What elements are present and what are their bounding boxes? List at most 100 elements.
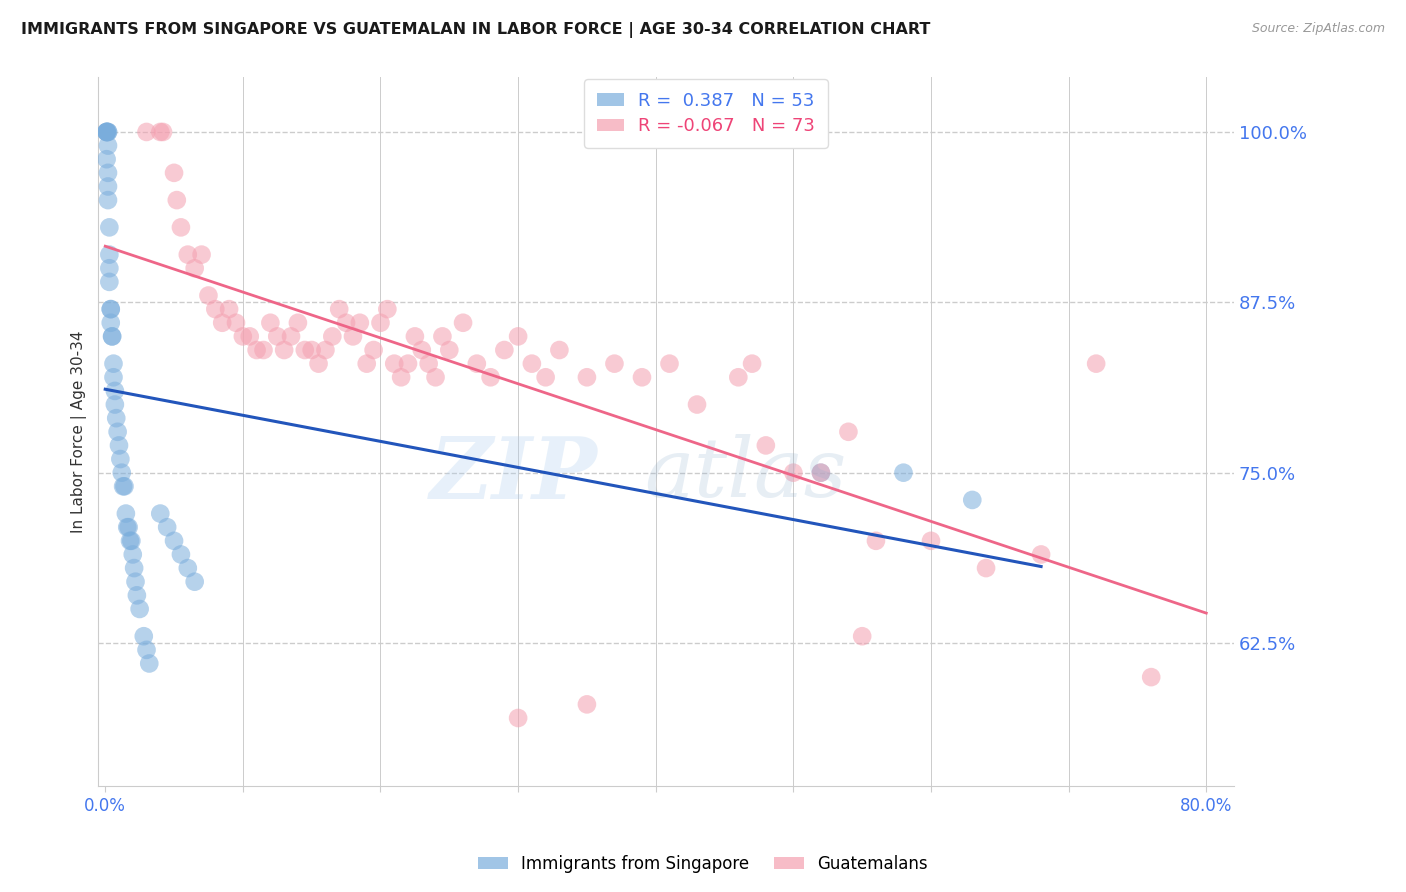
Point bbox=[548, 343, 571, 357]
Point bbox=[211, 316, 233, 330]
Point bbox=[782, 466, 804, 480]
Point bbox=[98, 247, 121, 261]
Point bbox=[135, 643, 157, 657]
Text: IMMIGRANTS FROM SINGAPORE VS GUATEMALAN IN LABOR FORCE | AGE 30-34 CORRELATION C: IMMIGRANTS FROM SINGAPORE VS GUATEMALAN … bbox=[21, 22, 931, 38]
Point bbox=[851, 629, 873, 643]
Point bbox=[204, 302, 226, 317]
Point bbox=[314, 343, 336, 357]
Point bbox=[97, 138, 120, 153]
Point bbox=[152, 125, 174, 139]
Point bbox=[280, 329, 302, 343]
Point bbox=[1140, 670, 1163, 684]
Point bbox=[183, 261, 205, 276]
Point bbox=[97, 193, 120, 207]
Point bbox=[520, 357, 543, 371]
Point bbox=[114, 479, 136, 493]
Point bbox=[149, 507, 172, 521]
Point bbox=[96, 125, 118, 139]
Point bbox=[741, 357, 763, 371]
Point bbox=[103, 370, 125, 384]
Point bbox=[1085, 357, 1108, 371]
Point bbox=[163, 166, 186, 180]
Point bbox=[115, 507, 138, 521]
Point bbox=[287, 316, 309, 330]
Point bbox=[893, 466, 915, 480]
Point bbox=[837, 425, 859, 439]
Point bbox=[451, 316, 474, 330]
Point bbox=[418, 357, 440, 371]
Point bbox=[138, 657, 160, 671]
Point bbox=[810, 466, 832, 480]
Point bbox=[239, 329, 262, 343]
Point bbox=[920, 533, 942, 548]
Text: Source: ZipAtlas.com: Source: ZipAtlas.com bbox=[1251, 22, 1385, 36]
Point bbox=[370, 316, 392, 330]
Point bbox=[425, 370, 447, 384]
Point bbox=[494, 343, 516, 357]
Point bbox=[100, 302, 122, 317]
Point bbox=[108, 438, 131, 452]
Point bbox=[218, 302, 240, 317]
Point bbox=[112, 479, 135, 493]
Point bbox=[259, 316, 281, 330]
Point bbox=[156, 520, 179, 534]
Point bbox=[197, 288, 219, 302]
Point bbox=[603, 357, 626, 371]
Point bbox=[755, 438, 778, 452]
Point bbox=[128, 602, 150, 616]
Y-axis label: In Labor Force | Age 30-34: In Labor Force | Age 30-34 bbox=[72, 331, 87, 533]
Point bbox=[121, 548, 143, 562]
Point bbox=[100, 316, 122, 330]
Point bbox=[465, 357, 488, 371]
Point bbox=[100, 302, 122, 317]
Point bbox=[97, 179, 120, 194]
Point bbox=[163, 533, 186, 548]
Point bbox=[308, 357, 330, 371]
Point bbox=[97, 125, 120, 139]
Point bbox=[404, 329, 426, 343]
Point bbox=[865, 533, 887, 548]
Point bbox=[411, 343, 433, 357]
Point bbox=[122, 561, 145, 575]
Point bbox=[177, 561, 200, 575]
Point bbox=[96, 125, 118, 139]
Point bbox=[225, 316, 247, 330]
Point bbox=[97, 125, 120, 139]
Point bbox=[328, 302, 350, 317]
Point bbox=[658, 357, 681, 371]
Point bbox=[170, 548, 193, 562]
Point bbox=[349, 316, 371, 330]
Point bbox=[97, 166, 120, 180]
Point bbox=[575, 370, 598, 384]
Point bbox=[120, 533, 142, 548]
Point bbox=[252, 343, 274, 357]
Point bbox=[101, 329, 124, 343]
Legend: R =  0.387   N = 53, R = -0.067   N = 73: R = 0.387 N = 53, R = -0.067 N = 73 bbox=[583, 79, 828, 148]
Legend: Immigrants from Singapore, Guatemalans: Immigrants from Singapore, Guatemalans bbox=[471, 848, 935, 880]
Point bbox=[363, 343, 385, 357]
Point bbox=[727, 370, 749, 384]
Point bbox=[294, 343, 316, 357]
Point bbox=[96, 152, 118, 166]
Point bbox=[377, 302, 399, 317]
Point bbox=[575, 698, 598, 712]
Point bbox=[117, 520, 139, 534]
Point bbox=[686, 398, 709, 412]
Point bbox=[631, 370, 654, 384]
Point bbox=[117, 520, 139, 534]
Point bbox=[508, 329, 530, 343]
Point bbox=[101, 329, 124, 343]
Point bbox=[111, 466, 134, 480]
Point bbox=[103, 357, 125, 371]
Point bbox=[135, 125, 157, 139]
Point bbox=[342, 329, 364, 343]
Point bbox=[266, 329, 288, 343]
Point bbox=[432, 329, 454, 343]
Point bbox=[170, 220, 193, 235]
Point bbox=[105, 411, 128, 425]
Point bbox=[321, 329, 343, 343]
Point bbox=[335, 316, 357, 330]
Point bbox=[96, 125, 118, 139]
Point bbox=[96, 125, 118, 139]
Point bbox=[104, 398, 127, 412]
